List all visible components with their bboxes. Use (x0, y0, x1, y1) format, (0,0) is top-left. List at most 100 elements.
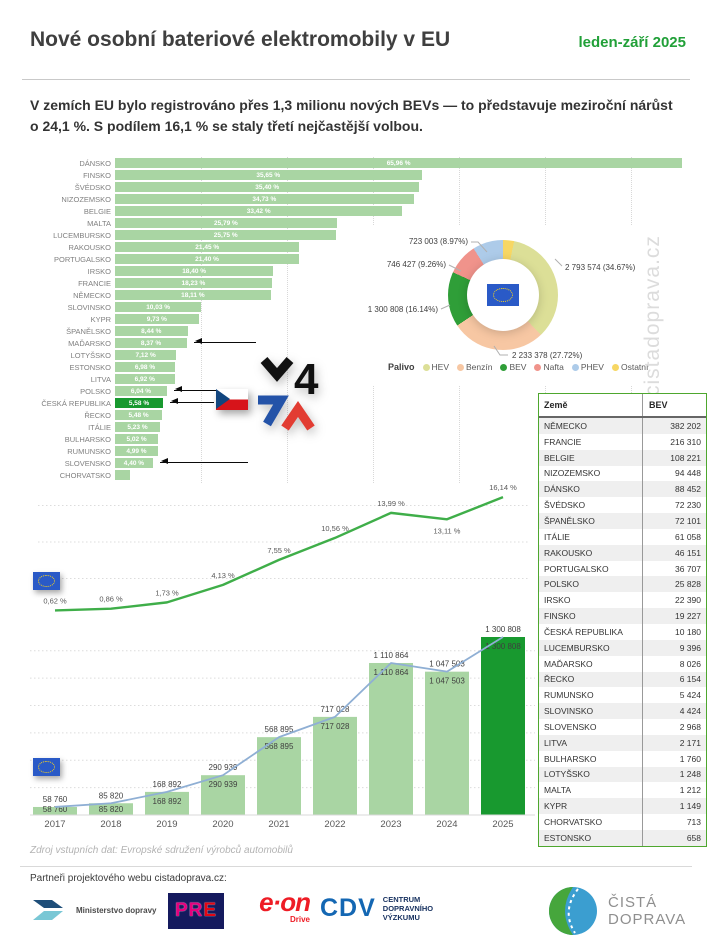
table-row: MALTA 1 212 (539, 782, 706, 799)
bar-top-label: 1 047 503 (429, 660, 465, 669)
table-row: KYPR 1 149 (539, 798, 706, 815)
bar-inner-label: 168 892 (153, 797, 182, 806)
legend-item: HEV (422, 362, 449, 372)
table-row: BULHARSKO 1 760 (539, 750, 706, 767)
cista-doprava-text: ČISTÁ DOPRAVA (608, 894, 686, 929)
bar-top-label: 717 028 (321, 705, 350, 714)
country-bar: 35,40 % (115, 182, 420, 192)
country-label: NIZOZEMSKO (61, 195, 111, 204)
country-value: 5,23 % (127, 423, 148, 431)
bar-top-label: 1 110 864 (374, 651, 410, 660)
table-cell-country: ITÁLIE (539, 528, 643, 545)
country-value: 33,42 % (246, 207, 271, 215)
table-row: SLOVENSKO 2 968 (539, 719, 706, 735)
country-row: PORTUGALSKO 21,40 % (30, 253, 690, 265)
chart-gridline (287, 157, 288, 483)
country-value: 18,23 % (181, 279, 206, 287)
country-label: LUCEMBURSKO (53, 231, 111, 240)
trend-point-label: 13,99 % (377, 499, 405, 508)
country-label: CHORVATSKO (59, 471, 111, 480)
table-row: NIZOZEMSKO 94 448 (539, 465, 706, 482)
year-axis-label: 2023 (380, 819, 401, 830)
trend-point-label: 10,56 % (321, 524, 349, 533)
watermark: cistadoprava.cz (641, 235, 664, 396)
table-cell-bev: 1 212 (679, 785, 701, 796)
table-cell-country: BELGIE (539, 449, 643, 466)
annotation-arrow (159, 458, 248, 465)
eu-flag-icon (33, 572, 60, 590)
country-label: ESTONSKO (69, 363, 111, 372)
table-row: ŠPANĚLSKO 72 101 (539, 513, 706, 529)
table-row: SLOVINSKO 4 424 (539, 703, 706, 720)
table-cell-bev: 10 180 (675, 626, 701, 637)
table-row: LITVA 2 171 (539, 734, 706, 751)
country-bar: 5,23 % (115, 422, 160, 432)
country-bar: 4,40 % (115, 458, 153, 468)
table-cell-bev: 1 149 (679, 801, 701, 812)
country-row: RAKOUSKO 21,45 % (30, 241, 690, 253)
country-label: SLOVINSKO (67, 303, 111, 312)
czech-flag-icon (216, 389, 248, 410)
partners-label: Partneři projektového webu cistadoprava.… (30, 873, 227, 884)
ministry-arrows-icon (33, 900, 63, 920)
country-value: 65,96 % (386, 159, 411, 167)
annotation-arrow (169, 398, 214, 405)
country-value: 5,02 % (126, 435, 147, 443)
country-row: MAĎARSKO 8,37 % (30, 337, 690, 349)
table-row: IRSKO 22 390 (539, 592, 706, 609)
donut-callout: 746 427 (9.26%) (387, 260, 446, 269)
table-row: RAKOUSKO 46 151 (539, 544, 706, 561)
year-bar (201, 775, 245, 815)
trend-point-label: 4,13 % (211, 571, 235, 580)
table-row: BELGIE 108 221 (539, 449, 706, 466)
eon-wordmark: e·on (259, 887, 311, 917)
logo-pre: PR E (168, 893, 224, 929)
legend-dot (534, 363, 542, 371)
country-value: 18,40 % (182, 267, 207, 275)
country-label: FRANCIE (78, 279, 111, 288)
year-bar (425, 671, 469, 815)
bar-top-label: 1 300 808 (485, 625, 521, 634)
country-label: ŠPANĚLSKO (66, 327, 111, 336)
donut-callout: 2 793 574 (34.67%) (565, 263, 636, 272)
table-row: MAĎARSKO 8 026 (539, 655, 706, 672)
country-row: FRANCIE 18,23 % (30, 277, 690, 289)
table-cell-country: SLOVENSKO (539, 719, 643, 735)
country-label: RAKOUSKO (68, 243, 111, 252)
table-row: ŘECKO 6 154 (539, 671, 706, 688)
table-header-country: Země (539, 394, 643, 416)
table-cell-bev: 6 154 (679, 674, 701, 685)
table-cell-bev: 88 452 (675, 484, 701, 495)
table-cell-bev: 1 248 (679, 769, 701, 780)
bar-top-label: 290 939 (209, 763, 238, 772)
table-cell-country: RUMUNSKO (539, 687, 643, 704)
year-bar (369, 662, 413, 815)
donut-callout: 723 003 (8.97%) (409, 237, 468, 246)
country-label: LOTYŠSKO (70, 351, 111, 360)
bar-inner-label: 1 300 808 (485, 642, 521, 651)
country-bar: 25,79 % (115, 218, 337, 228)
table-row: PORTUGALSKO 36 707 (539, 560, 706, 577)
bar-top-label: 168 892 (153, 780, 182, 789)
legend-item: BEV (500, 362, 526, 372)
country-row: FINSKO 35,65 % (30, 169, 690, 181)
year-bar (89, 803, 133, 815)
country-bar: 6,98 % (115, 362, 176, 372)
table-header-bev: BEV (649, 400, 668, 410)
country-label: NĚMECKO (73, 291, 111, 300)
period-badge: leden-září 2025 (578, 34, 686, 51)
country-row: CHORVATSKO (30, 469, 690, 481)
bar-inner-label: 717 028 (321, 722, 350, 731)
country-row: NIZOZEMSKO 34,73 % (30, 193, 690, 205)
country-share-chart: DÁNSKO 65,96 % FINSKO 35,65 % ŠVÉDSKO 35,40 %… (30, 157, 690, 483)
legend-item: Ostatní (611, 362, 648, 372)
country-bar: 25,75 % (115, 230, 337, 240)
legend-dot (571, 363, 579, 371)
table-cell-country: ESTONSKO (539, 829, 643, 846)
eu-flag-icon (33, 758, 60, 776)
logo-ministerstvo-dopravy: Ministerstvo dopravy (30, 897, 156, 923)
year-bar (313, 716, 357, 815)
legend-label: Benzín (466, 362, 493, 372)
country-bar: 6,04 % (115, 386, 167, 396)
